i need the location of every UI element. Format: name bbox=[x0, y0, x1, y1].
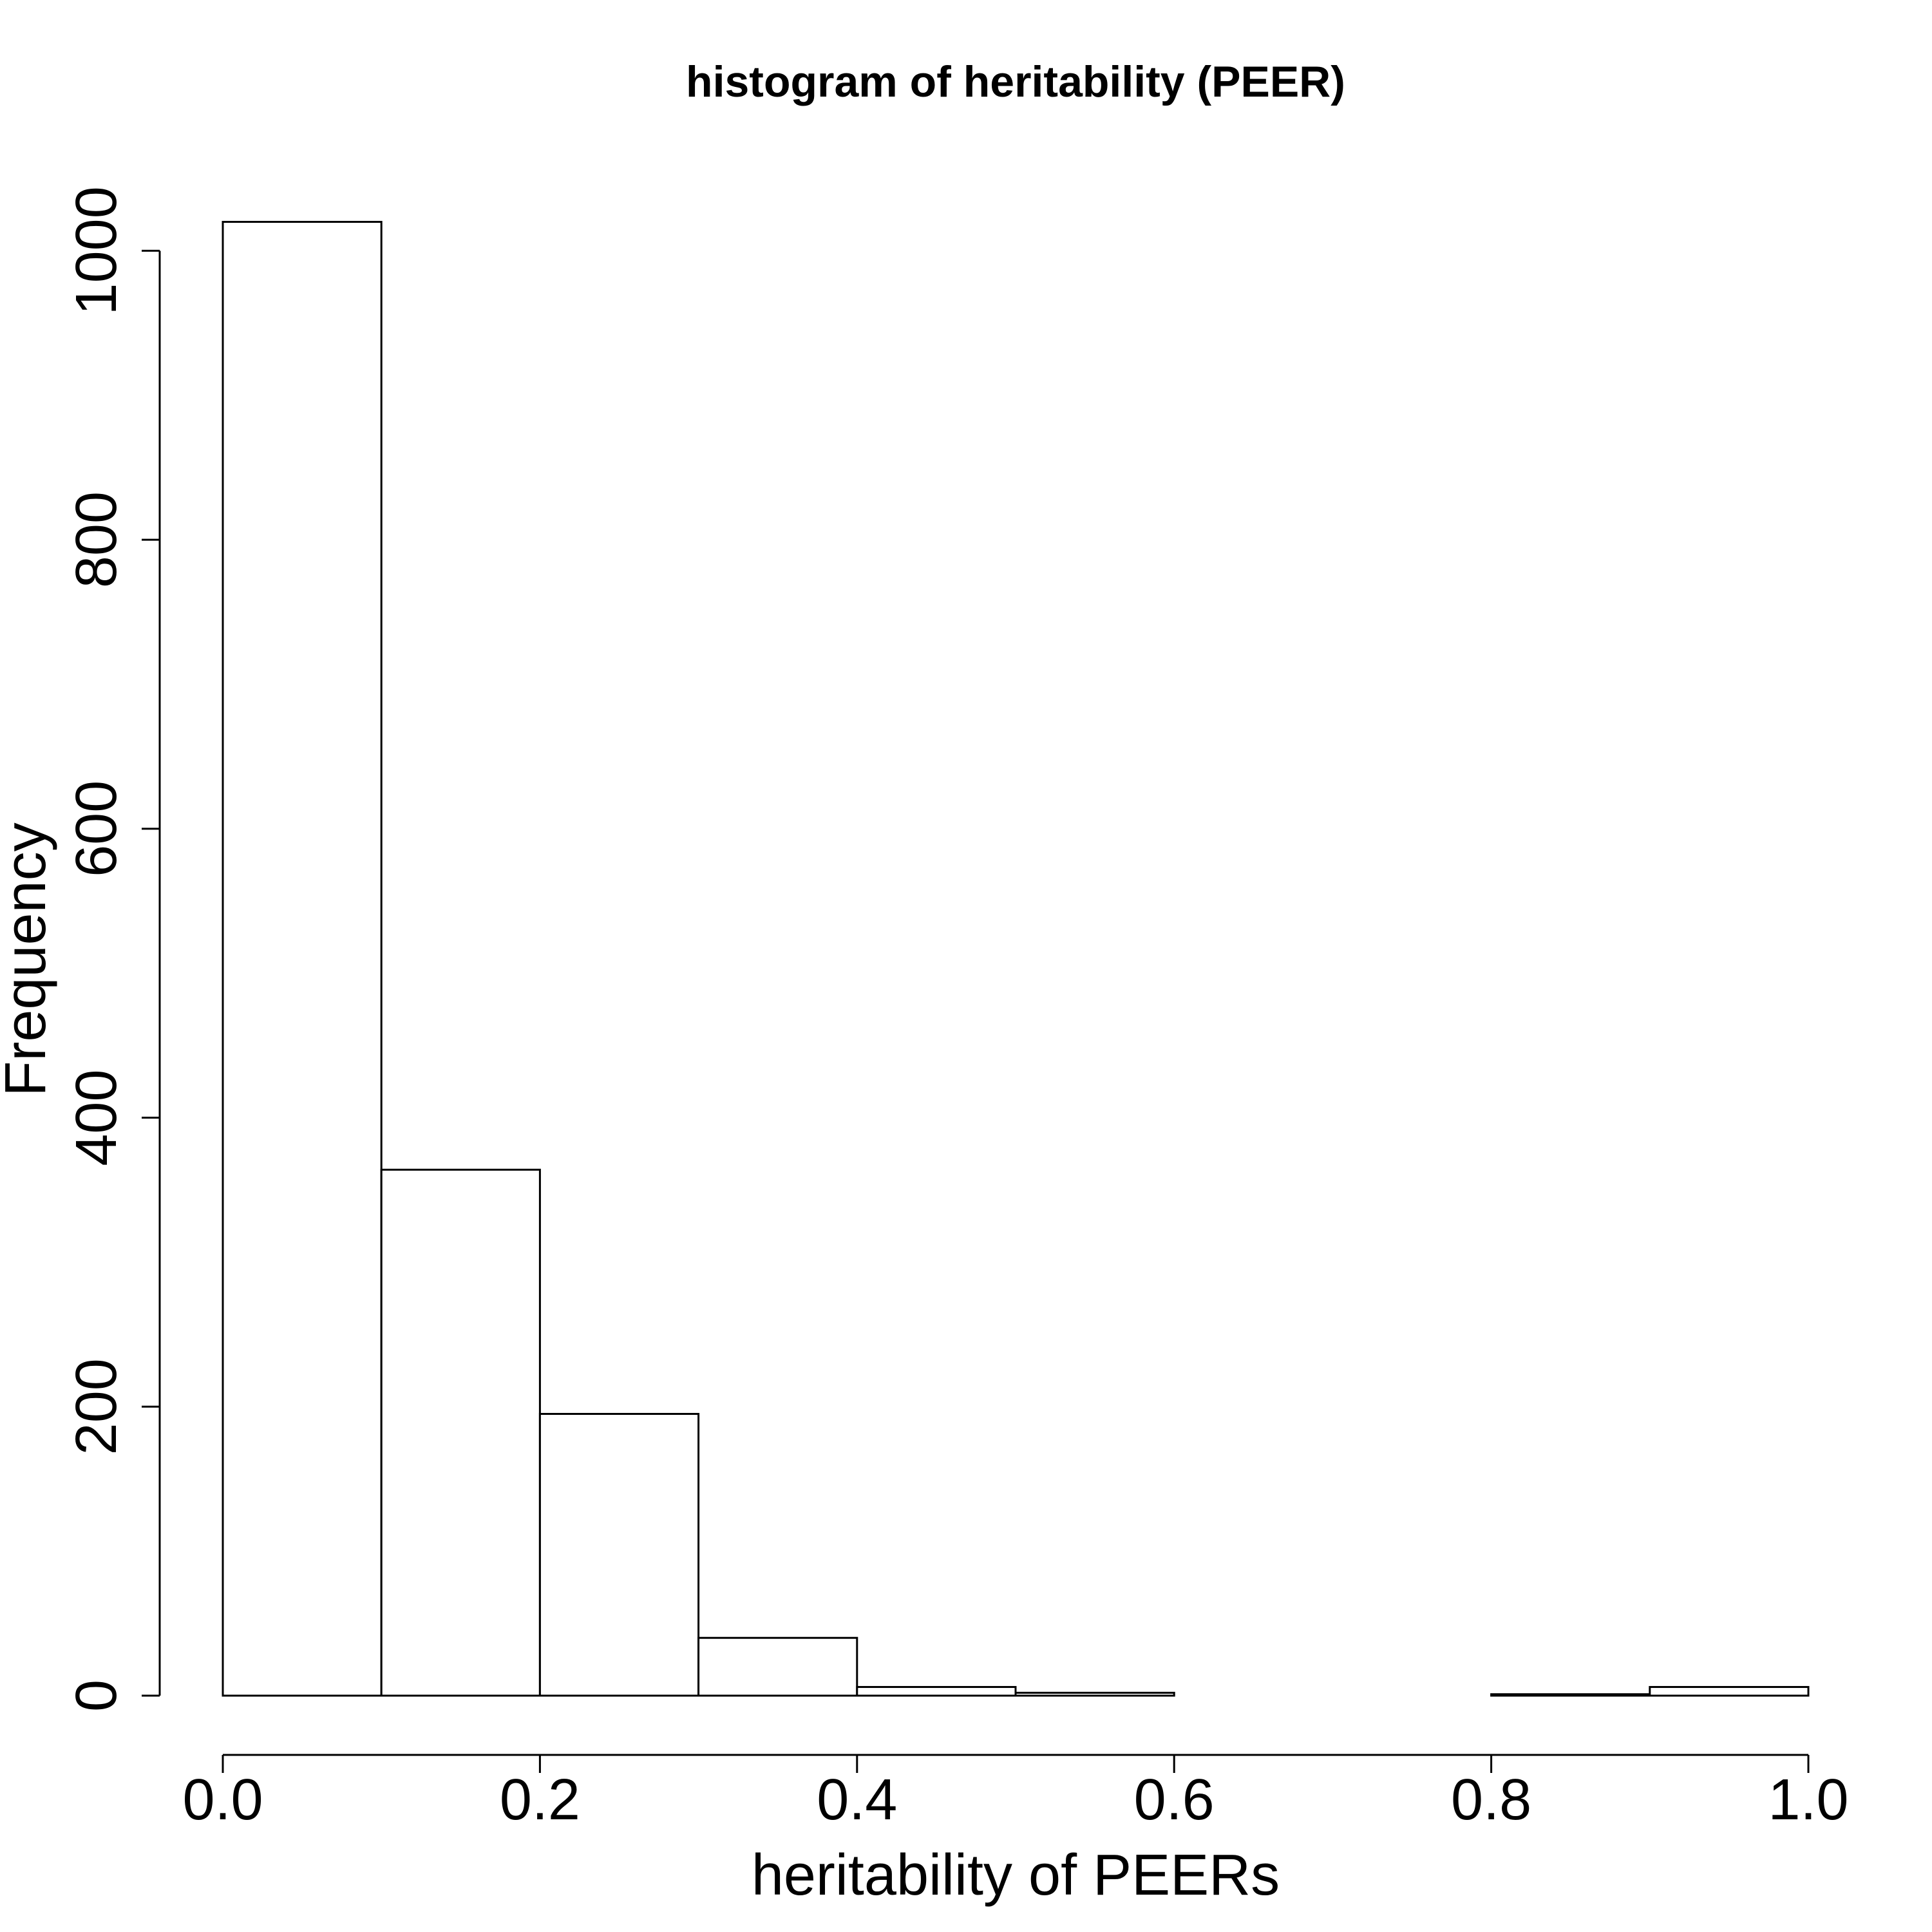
histogram-bar bbox=[697, 1636, 858, 1697]
histogram-bar bbox=[1014, 1692, 1175, 1697]
histogram-bars bbox=[222, 220, 1810, 1697]
y-tick-label: 600 bbox=[64, 781, 129, 877]
y-axis-title: Frequency bbox=[0, 822, 58, 1096]
chart-title: histogram of heritability (PEER) bbox=[686, 57, 1345, 106]
x-tick-label: 1.0 bbox=[1768, 1768, 1848, 1832]
histogram-bar bbox=[380, 1168, 541, 1697]
x-tick-label: 0.0 bbox=[182, 1768, 263, 1832]
x-tick-label: 0.8 bbox=[1451, 1768, 1531, 1832]
y-tick-label: 1000 bbox=[64, 186, 129, 315]
x-axis: 0.0 0.2 0.4 0.6 0.8 1.0 bbox=[182, 1754, 1849, 1832]
histogram-bar bbox=[1490, 1693, 1651, 1697]
histogram-bar bbox=[222, 220, 383, 1697]
y-tick-label: 800 bbox=[64, 491, 129, 588]
y-tick-label: 400 bbox=[64, 1069, 129, 1166]
x-tick-label: 0.2 bbox=[500, 1768, 580, 1832]
histogram-bar bbox=[538, 1412, 700, 1697]
y-axis: 0 200 400 600 800 1000 bbox=[64, 186, 161, 1712]
y-tick-label: 0 bbox=[64, 1680, 129, 1712]
histogram-bar bbox=[1649, 1686, 1810, 1697]
x-tick-label: 0.6 bbox=[1134, 1768, 1215, 1832]
x-tick-label: 0.4 bbox=[817, 1768, 897, 1832]
y-tick-label: 200 bbox=[64, 1358, 129, 1455]
histogram-bar bbox=[856, 1686, 1017, 1697]
x-axis-title: heritability of PEERs bbox=[752, 1843, 1280, 1908]
